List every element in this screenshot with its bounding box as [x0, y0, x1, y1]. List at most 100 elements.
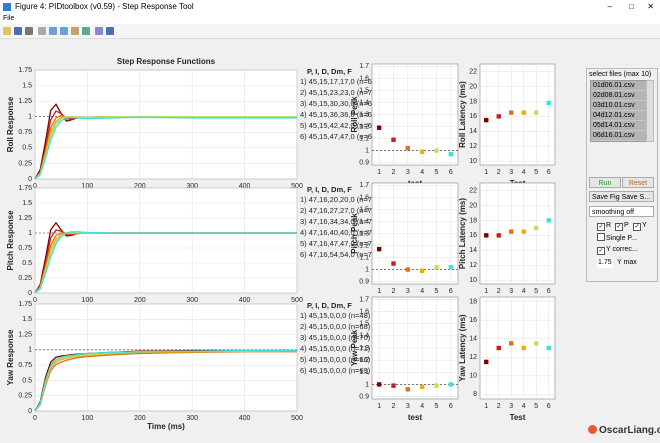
file-item[interactable]: 03d10.01.csv: [591, 101, 646, 111]
y-axis-label: Roll Latency (ms): [458, 81, 467, 148]
y-tick-label: 1.4: [359, 99, 369, 106]
tool-zoom-out[interactable]: [60, 27, 68, 35]
save-fig-button[interactable]: Save Fig: [592, 194, 620, 201]
x-tick-label: 400: [239, 183, 251, 190]
legend-entry: 6) 45,15,47,47,0 (n=64): [300, 132, 379, 141]
save-settings-button[interactable]: Save S...: [621, 194, 651, 201]
legend-title: P, I, D, Dm, F: [307, 301, 352, 310]
axis-check[interactable]: ✓ R: [597, 221, 611, 231]
reset-button[interactable]: Reset: [622, 177, 654, 188]
axis-check[interactable]: ✓ P: [615, 221, 629, 231]
tool-rotate[interactable]: [82, 27, 90, 35]
scatter-point: [434, 148, 439, 153]
x-tick-label: 1: [377, 288, 381, 295]
checkbox[interactable]: ✓: [597, 223, 605, 231]
scatter-point: [546, 218, 551, 223]
single-p-check[interactable]: Single P...: [597, 233, 637, 244]
tool-pointer[interactable]: [38, 27, 46, 35]
minimize-button[interactable]: –: [607, 2, 612, 11]
y-tick-label: 1.2: [359, 242, 369, 249]
tool-print[interactable]: [25, 27, 33, 35]
tool-datatip[interactable]: [95, 27, 103, 35]
scatter-point: [419, 149, 425, 154]
file-list[interactable]: 01d06.01.csv 02d08.01.csv 03d10.01.csv 04d1…: [590, 80, 647, 142]
checkbox[interactable]: [597, 233, 605, 241]
x-tick-label: 6: [449, 403, 453, 410]
scatter-point: [484, 359, 489, 365]
x-tick-label: 2: [497, 288, 501, 295]
x-tick-label: 3: [406, 403, 410, 410]
scatter-point: [496, 345, 501, 351]
x-tick-label: 1: [484, 169, 488, 176]
checkbox[interactable]: ✓: [597, 247, 605, 255]
x-tick-label: 200: [134, 297, 146, 304]
scatter-point: [496, 233, 501, 238]
file-item[interactable]: 04d12.01.csv: [591, 111, 646, 121]
x-tick-label: 6: [449, 288, 453, 295]
y-tick-label: 1: [365, 147, 369, 154]
response-line: [34, 349, 297, 412]
file-item[interactable]: 05d14.01.csv: [591, 121, 646, 131]
axis-check[interactable]: ✓ Y: [633, 221, 647, 231]
tool-save[interactable]: [14, 27, 22, 35]
x-axis-label: Time (ms): [147, 422, 185, 431]
y-tick-label: 18: [469, 298, 477, 305]
chart-title: Step Response Functions: [117, 57, 216, 66]
x-tick-label: 4: [522, 403, 526, 410]
x-tick-label: 6: [547, 403, 551, 410]
maximize-button[interactable]: □: [629, 2, 634, 11]
y-tick-label: 1: [28, 347, 32, 354]
checkbox[interactable]: ✓: [633, 223, 641, 231]
y-correction-check[interactable]: ✓ Y correc...: [597, 245, 638, 255]
tool-pan[interactable]: [71, 27, 79, 35]
y-tick-label: 1.5: [22, 316, 32, 323]
tool-colorbar[interactable]: [106, 27, 114, 35]
smoothing-dropdown[interactable]: smoothing off: [589, 206, 654, 217]
y-tick-label: 1.2: [359, 123, 369, 130]
x-tick-label: 3: [509, 403, 513, 410]
legend-entry: 5) 47,16,47,47,0 (n=70): [300, 239, 379, 248]
tool-open[interactable]: [3, 27, 11, 35]
x-axis-label: test: [408, 413, 423, 422]
run-button[interactable]: Run: [589, 177, 621, 188]
scatter-point: [546, 100, 551, 106]
x-tick-label: 2: [392, 169, 396, 176]
x-tick-label: 3: [406, 288, 410, 295]
file-item[interactable]: 06d16.01.csv: [591, 131, 646, 141]
y-tick-label: 1.7: [359, 182, 369, 189]
y-tick-label: 8: [473, 391, 477, 398]
legend-entry: 1) 45,15,0,0,0 (n=48): [300, 311, 371, 320]
scatter-point: [405, 267, 411, 272]
legend-entry: 5) 45,15,0,0,0 (n=66): [300, 355, 371, 364]
menu-file[interactable]: File: [3, 15, 15, 22]
scatter-point: [534, 110, 539, 115]
legend-entry: 4) 47,16,40,40,0 (n=74): [300, 228, 379, 237]
window-title: Figure 4: PIDtoolbox (v0.59) - Step Resp…: [15, 2, 194, 11]
y-tick-label: 1.7: [359, 296, 369, 303]
y-tick-label: 16: [469, 113, 477, 120]
x-tick-label: 300: [186, 297, 198, 304]
close-button[interactable]: ✕: [647, 2, 654, 11]
scatter-point: [484, 117, 489, 123]
y-axis-label: Roll Peak: [350, 96, 359, 133]
x-tick-label: 1: [484, 403, 488, 410]
x-tick-label: 0: [33, 297, 37, 304]
checkbox[interactable]: ✓: [615, 223, 623, 231]
x-tick-label: 200: [134, 415, 146, 422]
watermark-text: OscarLiang.com: [599, 425, 660, 436]
scatter-point: [484, 233, 489, 238]
tool-zoom-in[interactable]: [49, 27, 57, 35]
y-tick-label: 10: [469, 373, 477, 380]
ymax-input[interactable]: 1.75: [597, 258, 613, 268]
file-item[interactable]: 02d08.01.csv: [591, 91, 646, 101]
file-item[interactable]: 01d06.01.csv: [591, 81, 646, 91]
x-tick-label: 3: [509, 169, 513, 176]
y-tick-label: 1.3: [359, 230, 369, 237]
scatter-point: [434, 264, 439, 270]
y-axis-label: Pitch Response: [6, 210, 15, 271]
x-tick-label: 4: [420, 169, 424, 176]
x-tick-label: 3: [406, 169, 410, 176]
app-icon: [3, 3, 11, 11]
legend-entry: 3) 45,15,0,0,0 (n=70): [300, 333, 371, 342]
y-tick-label: 1.5: [359, 321, 369, 328]
